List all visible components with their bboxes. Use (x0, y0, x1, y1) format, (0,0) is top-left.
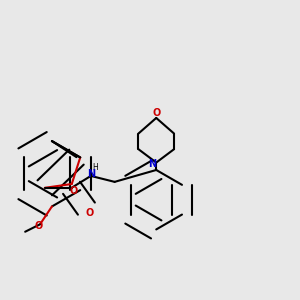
Text: O: O (34, 221, 43, 231)
Text: N: N (87, 169, 95, 179)
Text: O: O (152, 108, 160, 118)
Text: H: H (92, 164, 98, 172)
Text: O: O (69, 186, 77, 197)
Text: O: O (85, 208, 94, 218)
Text: N: N (148, 159, 156, 169)
